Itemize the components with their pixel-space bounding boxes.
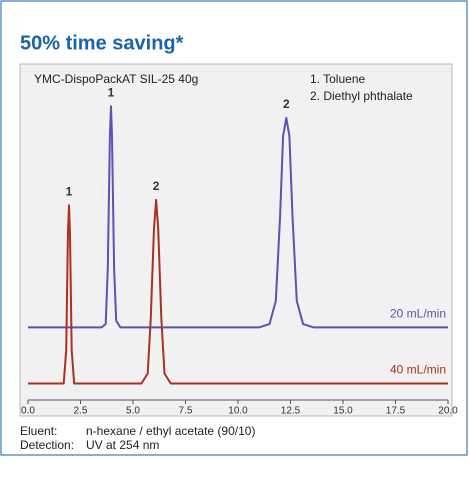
series-label: 40 mL/min	[390, 363, 446, 377]
x-tick-label: 5.0	[126, 406, 140, 417]
peak-label: 2	[153, 179, 160, 193]
legend-note: 2. Diethyl phthalate	[310, 89, 413, 103]
footer-label: Eluent:	[20, 424, 57, 438]
peak-label: 1	[66, 184, 73, 198]
footer-label: Detection:	[20, 438, 74, 452]
x-tick-label: 0.0	[21, 406, 35, 417]
chart-subtitle: YMC-DispoPackAT SIL-25 40g	[34, 72, 198, 86]
footer-text: n-hexane / ethyl acetate (90/10)	[86, 424, 255, 438]
peak-label: 1	[108, 85, 115, 99]
x-tick-label: 10.0	[228, 406, 248, 417]
x-tick-label: 12.5	[281, 406, 301, 417]
x-tick-label: 17.5	[386, 406, 406, 417]
trace	[28, 199, 448, 385]
panel-title: 50% time saving*	[20, 32, 184, 54]
chart-area	[19, 63, 453, 417]
series-label: 20 mL/min	[390, 307, 446, 321]
x-tick-label: 20.0	[438, 406, 458, 417]
legend-note: 1. Toluene	[310, 72, 365, 86]
x-tick-label: 15.0	[333, 406, 353, 417]
footer-text: UV at 254 nm	[86, 438, 159, 452]
trace	[28, 105, 448, 329]
x-tick-label: 7.5	[179, 406, 193, 417]
x-tick-label: 2.5	[74, 406, 88, 417]
peak-label: 2	[283, 97, 290, 111]
